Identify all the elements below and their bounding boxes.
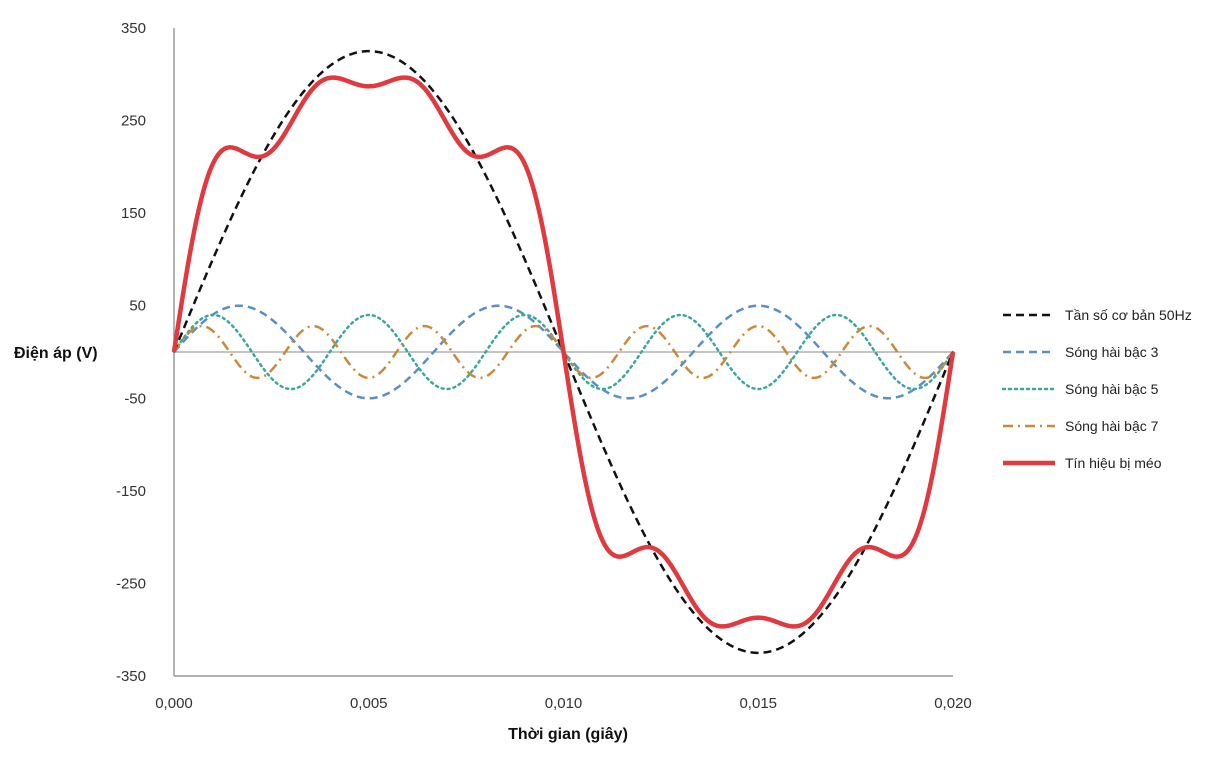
x-tick-label: 0,005 (350, 695, 388, 712)
x-tick-labels: 0,000 0,005 0,010 0,015 0,020 (155, 695, 972, 712)
y-axis-title: Điện áp (V) (14, 345, 98, 362)
legend-label: Sóng hài bậc 5 (1065, 381, 1159, 397)
x-axis-title: Thời gian (giây) (508, 726, 628, 743)
y-tick-labels: 350 250 150 50 -50 -150 -250 -350 (116, 20, 146, 685)
x-tick-label: 0,015 (739, 695, 777, 712)
series-lines (171, 49, 956, 655)
legend-label: Sóng hài bậc 3 (1065, 344, 1159, 360)
y-tick-label: -150 (116, 483, 146, 500)
legend-label: Tín hiệu bị méo (1065, 455, 1162, 471)
legend: Tần số cơ bản 50Hz Sóng hài bậc 3 Sóng hài… (1001, 307, 1192, 471)
y-tick-label: -250 (116, 575, 146, 592)
x-tick-label: 0,020 (934, 695, 972, 712)
y-tick-label: 250 (121, 113, 146, 130)
y-tick-label: 350 (121, 20, 146, 37)
series-line-4 (171, 75, 956, 629)
legend-label: Tần số cơ bản 50Hz (1065, 307, 1192, 323)
y-tick-label: -350 (116, 668, 146, 685)
series-line-2 (172, 313, 955, 391)
series-line-1 (173, 304, 954, 400)
y-tick-label: -50 (124, 390, 146, 407)
legend-label: Sóng hài bậc 7 (1065, 418, 1159, 434)
x-tick-label: 0,010 (545, 695, 583, 712)
y-tick-label: 50 (129, 298, 146, 315)
x-tick-label: 0,000 (155, 695, 193, 712)
y-tick-label: 150 (121, 205, 146, 222)
